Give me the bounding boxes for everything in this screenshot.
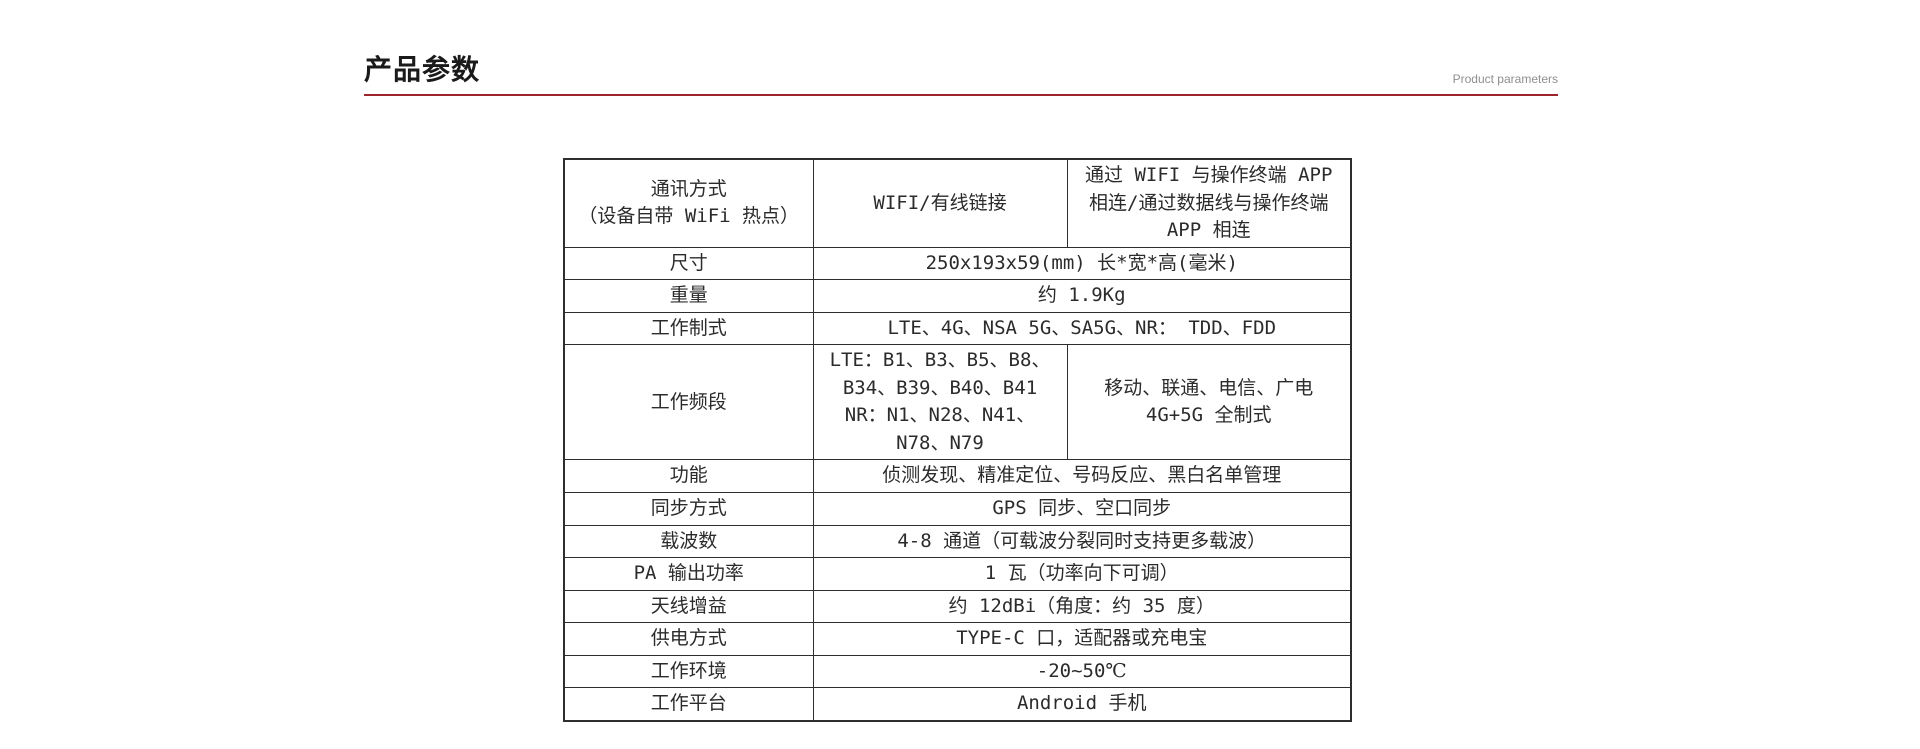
row-value-cell: -20~50℃ (812, 654, 1352, 689)
row-label-cell: 工作制式 (563, 311, 814, 346)
row-label-cell: 工作环境 (563, 654, 814, 689)
row-label-cell: 尺寸 (563, 246, 814, 281)
row-value-cell: 约 1.9Kg (812, 279, 1352, 313)
row-value-cell: 约 12dBi（角度：约 35 度） (812, 589, 1352, 624)
row-value-cell: WIFI/有线链接 (812, 158, 1068, 248)
row-value-cell: 通过 WIFI 与操作终端 APP 相连/通过数据线与操作终端 APP 相连 (1066, 158, 1352, 248)
row-value-cell: 移动、联通、电信、广电 4G+5G 全制式 (1066, 344, 1352, 461)
row-label-cell: PA 输出功率 (563, 557, 814, 591)
table-row: 同步方式 GPS 同步、空口同步 (563, 492, 1352, 526)
section-underline (364, 94, 1558, 96)
table-row: 工作频段 LTE：B1、B3、B5、B8、B34、B39、B40、B41 NR：… (563, 344, 1352, 461)
table-row: 重量 约 1.9Kg (563, 279, 1352, 313)
row-label-cell: 天线增益 (563, 589, 814, 624)
row-label-cell: 工作频段 (563, 344, 814, 461)
spec-table: 通讯方式 （设备自带 WiFi 热点） WIFI/有线链接 通过 WIFI 与操… (563, 158, 1352, 722)
row-label-cell: 供电方式 (563, 622, 814, 656)
table-row: PA 输出功率 1 瓦（功率向下可调） (563, 557, 1352, 591)
row-value-cell: LTE、4G、NSA 5G、SA5G、NR： TDD、FDD (812, 311, 1352, 346)
page-subtitle: Product parameters (1452, 72, 1558, 86)
row-value-cell: 侦测发现、精准定位、号码反应、黑白名单管理 (812, 459, 1352, 494)
row-value-cell: Android 手机 (812, 687, 1352, 722)
row-label-cell: 通讯方式 （设备自带 WiFi 热点） (563, 158, 814, 248)
table-row: 供电方式 TYPE-C 口，适配器或充电宝 (563, 622, 1352, 656)
table-row: 载波数 4-8 通道（可载波分裂同时支持更多载波） (563, 524, 1352, 559)
row-value-cell: 4-8 通道（可载波分裂同时支持更多载波） (812, 524, 1352, 559)
table-row: 功能 侦测发现、精准定位、号码反应、黑白名单管理 (563, 459, 1352, 494)
row-label-cell: 载波数 (563, 524, 814, 559)
row-value-cell: 1 瓦（功率向下可调） (812, 557, 1352, 591)
table-row: 天线增益 约 12dBi（角度：约 35 度） (563, 589, 1352, 624)
table-row: 尺寸 250x193x59(mm) 长*宽*高(毫米) (563, 246, 1352, 281)
row-label-cell: 功能 (563, 459, 814, 494)
row-value-cell: LTE：B1、B3、B5、B8、B34、B39、B40、B41 NR：N1、N2… (812, 344, 1068, 461)
row-label-cell: 同步方式 (563, 492, 814, 526)
table-row: 工作平台 Android 手机 (563, 687, 1352, 722)
table-row: 通讯方式 （设备自带 WiFi 热点） WIFI/有线链接 通过 WIFI 与操… (563, 158, 1352, 248)
row-value-cell: GPS 同步、空口同步 (812, 492, 1352, 526)
table-row: 工作环境 -20~50℃ (563, 654, 1352, 689)
row-label-cell: 重量 (563, 279, 814, 313)
row-value-cell: 250x193x59(mm) 长*宽*高(毫米) (812, 246, 1352, 281)
row-value-cell: TYPE-C 口，适配器或充电宝 (812, 622, 1352, 656)
page-title: 产品参数 (364, 54, 481, 85)
table-row: 工作制式 LTE、4G、NSA 5G、SA5G、NR： TDD、FDD (563, 311, 1352, 346)
row-label-cell: 工作平台 (563, 687, 814, 722)
